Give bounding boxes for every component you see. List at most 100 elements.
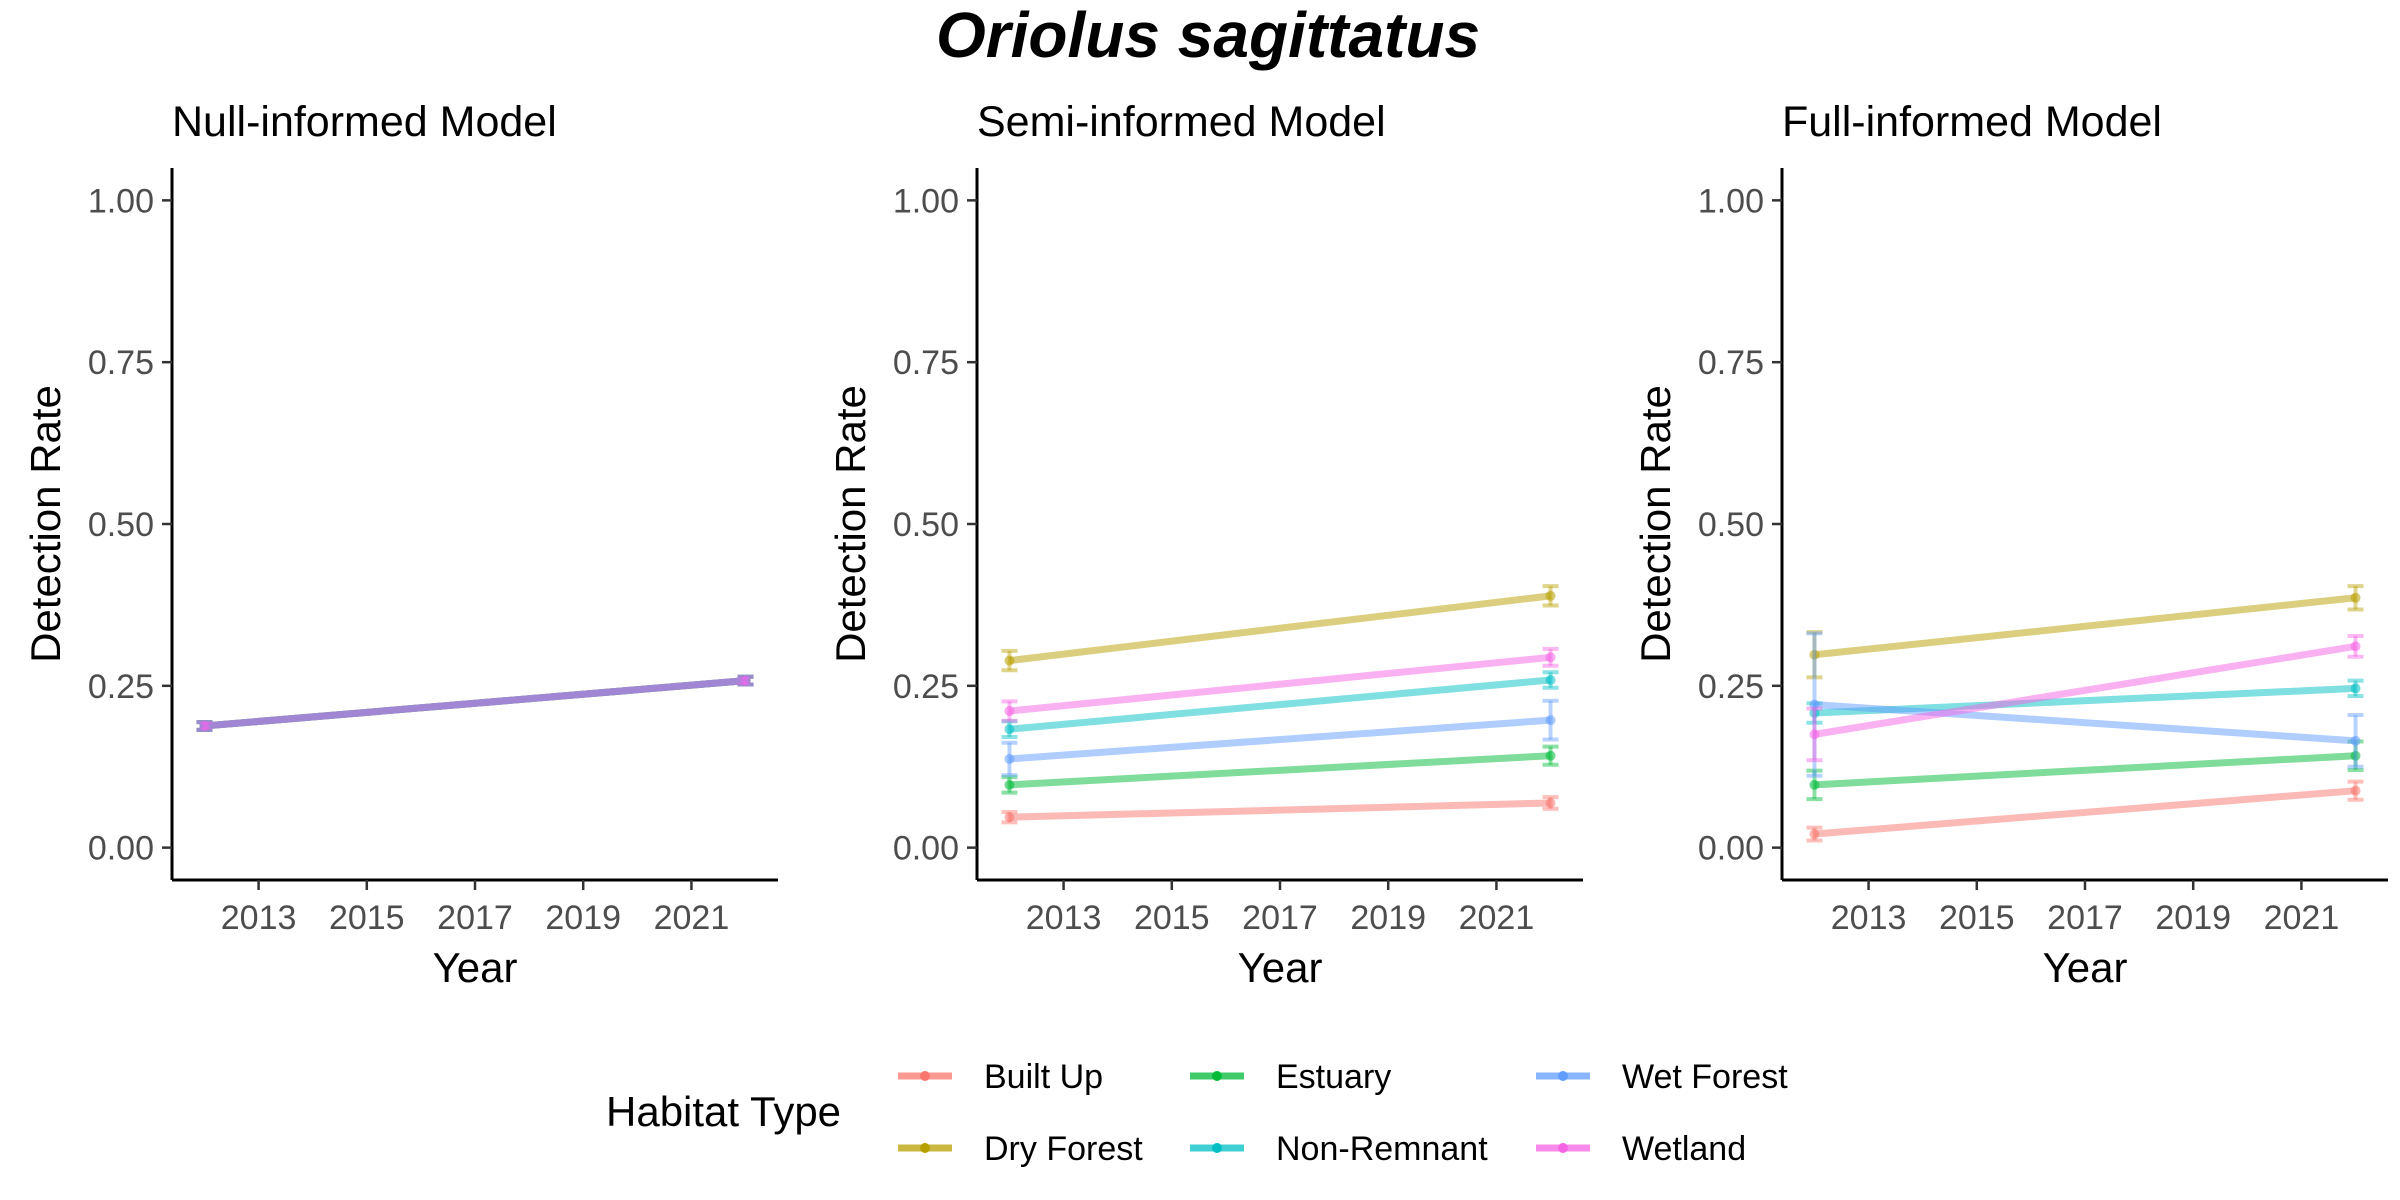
y-tick-label: 0.25 bbox=[1698, 668, 1764, 706]
series-line bbox=[1009, 716, 1551, 763]
panel-title: Full-informed Model bbox=[1782, 98, 2162, 146]
y-axis-title: Detection Rate bbox=[1632, 385, 1679, 663]
series-wetland bbox=[1001, 646, 1559, 723]
y-tick-label: 0.25 bbox=[88, 668, 154, 706]
legend-label: Wet Forest bbox=[1622, 1058, 1788, 1096]
data-point bbox=[1004, 655, 1015, 666]
y-tick-label: 0.00 bbox=[88, 830, 154, 868]
series-line bbox=[1814, 701, 2356, 745]
data-point bbox=[2350, 750, 2361, 761]
legend-point bbox=[1558, 1143, 1568, 1153]
data-point bbox=[1004, 812, 1015, 823]
series-dry-forest bbox=[1001, 584, 1559, 673]
data-point bbox=[1545, 797, 1556, 808]
x-tick-label: 2021 bbox=[654, 899, 730, 937]
y-tick-label: 0.50 bbox=[1698, 506, 1764, 544]
y-tick-label: 1.00 bbox=[893, 182, 959, 220]
figure-title: Oriolus sagittatus bbox=[936, 0, 1480, 71]
legend-point bbox=[1212, 1071, 1222, 1081]
series-estuary bbox=[1001, 744, 1559, 795]
x-tick-label: 2019 bbox=[2155, 899, 2231, 937]
panel-title: Semi-informed Model bbox=[977, 98, 1386, 146]
legend-title: Habitat Type bbox=[606, 1088, 841, 1135]
y-tick-label: 0.75 bbox=[88, 344, 154, 382]
legend-point bbox=[920, 1071, 930, 1081]
y-axis-title: Detection Rate bbox=[22, 385, 69, 663]
series-wetland bbox=[1806, 633, 2364, 763]
data-point bbox=[1004, 724, 1015, 735]
x-tick-label: 2019 bbox=[545, 899, 621, 937]
data-point bbox=[199, 720, 210, 731]
legend-key-wetland: Wetland bbox=[1536, 1130, 1746, 1168]
legend-label: Non-Remnant bbox=[1276, 1130, 1488, 1168]
series-line bbox=[1814, 752, 2356, 789]
x-tick-label: 2019 bbox=[1350, 899, 1426, 937]
x-axis-title: Year bbox=[2043, 944, 2128, 991]
x-tick-label: 2015 bbox=[1134, 899, 1210, 937]
panel-title: Null-informed Model bbox=[172, 98, 557, 146]
x-tick-label: 2021 bbox=[1459, 899, 1535, 937]
y-tick-label: 0.75 bbox=[893, 344, 959, 382]
x-tick-label: 2017 bbox=[1242, 899, 1318, 937]
series-estuary bbox=[1806, 739, 2364, 802]
y-tick-label: 1.00 bbox=[1698, 182, 1764, 220]
data-point bbox=[1809, 729, 1820, 740]
data-point bbox=[1545, 590, 1556, 601]
panel-null-informed: Null-informed Model 0.00 0.25 0.50 0.75 1.00… bbox=[22, 98, 778, 991]
series-line bbox=[204, 677, 746, 730]
x-tick-label: 2013 bbox=[221, 899, 297, 937]
data-point bbox=[1545, 674, 1556, 685]
legend-point bbox=[1558, 1071, 1568, 1081]
series-built-up bbox=[1001, 795, 1559, 825]
legend-key-wet-forest: Wet Forest bbox=[1536, 1058, 1788, 1096]
y-tick-label: 1.00 bbox=[88, 182, 154, 220]
legend-point bbox=[920, 1143, 930, 1153]
legend-key-non-remnant: Non-Remnant bbox=[1190, 1130, 1488, 1168]
series-line bbox=[1009, 653, 1551, 715]
x-axis-title: Year bbox=[433, 944, 518, 991]
legend-key-estuary: Estuary bbox=[1190, 1058, 1391, 1096]
legend-label: Estuary bbox=[1276, 1058, 1391, 1096]
series-line bbox=[1813, 642, 2357, 738]
data-point bbox=[2350, 683, 2361, 694]
data-point bbox=[1809, 708, 1820, 719]
x-tick-label: 2015 bbox=[1939, 899, 2015, 937]
data-point bbox=[1545, 652, 1556, 663]
data-point bbox=[740, 675, 751, 686]
series-line bbox=[1814, 787, 2356, 838]
data-point bbox=[1004, 706, 1015, 717]
series-wet-forest bbox=[1806, 631, 2364, 778]
data-point bbox=[1809, 699, 1820, 710]
y-axis-title: Detection Rate bbox=[827, 385, 874, 663]
legend-point bbox=[1212, 1143, 1222, 1153]
x-tick-label: 2021 bbox=[2264, 899, 2340, 937]
panel-full-informed: Full-informed Model 0.00 0.25 0.50 0.75 1.00… bbox=[1632, 98, 2388, 991]
y-tick-label: 0.50 bbox=[893, 506, 959, 544]
series-built-up bbox=[1806, 779, 2364, 843]
legend-label: Dry Forest bbox=[984, 1130, 1143, 1168]
x-axis-title: Year bbox=[1238, 944, 1323, 991]
series-line bbox=[1009, 592, 1551, 665]
data-point bbox=[1545, 750, 1556, 761]
y-tick-label: 0.50 bbox=[88, 506, 154, 544]
data-point bbox=[1004, 779, 1015, 790]
data-point bbox=[2350, 785, 2361, 796]
data-point bbox=[2350, 735, 2361, 746]
data-point bbox=[1809, 649, 1820, 660]
y-tick-label: 0.00 bbox=[893, 830, 959, 868]
data-point bbox=[1545, 715, 1556, 726]
legend-label: Built Up bbox=[984, 1058, 1103, 1096]
y-tick-label: 0.00 bbox=[1698, 830, 1764, 868]
x-tick-label: 2013 bbox=[1831, 899, 1907, 937]
data-point bbox=[2350, 592, 2361, 603]
series-line bbox=[1009, 799, 1551, 821]
series-line bbox=[1009, 676, 1551, 733]
legend-key-dry-forest: Dry Forest bbox=[898, 1130, 1143, 1168]
data-point bbox=[1809, 779, 1820, 790]
y-tick-label: 0.25 bbox=[893, 668, 959, 706]
x-tick-label: 2015 bbox=[329, 899, 405, 937]
data-point bbox=[1809, 829, 1820, 840]
legend: Habitat Type Built Up Dry Forest Estuary No… bbox=[606, 1058, 1788, 1168]
y-tick-label: 0.75 bbox=[1698, 344, 1764, 382]
